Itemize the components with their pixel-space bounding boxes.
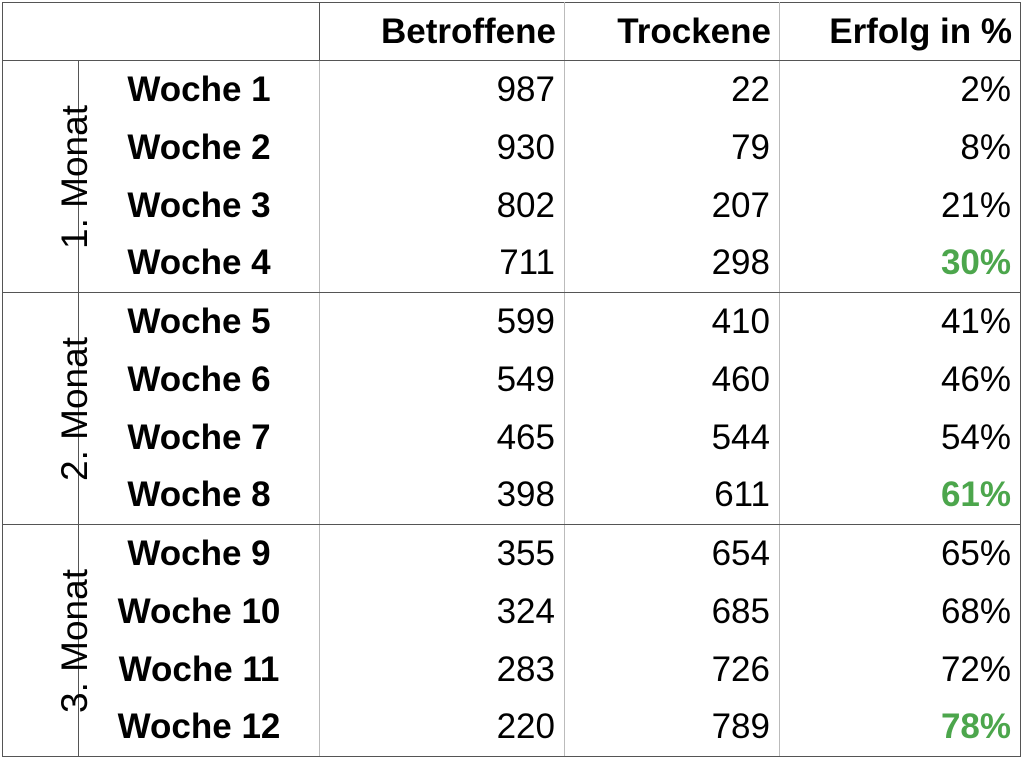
affected-value: 398	[319, 466, 565, 525]
success-value: 46%	[779, 350, 1021, 409]
affected-value: 324	[319, 582, 565, 641]
table-row: 2. Monat Woche 5 599 410 41%	[2, 292, 1021, 525]
affected-value: 220	[319, 698, 565, 757]
table-row: Woche 2 930 79 8%	[3, 118, 1021, 177]
success-value: 72%	[779, 640, 1021, 699]
table-body: 1. Monat Woche 1 987 22 2% Woche 2 930 7…	[2, 60, 1021, 757]
header-corner	[2, 2, 320, 61]
week-label: Woche 8	[78, 466, 320, 525]
header-success: Erfolg in %	[779, 2, 1021, 61]
dry-value: 79	[564, 118, 780, 177]
table-row: Woche 6 549 460 46%	[3, 350, 1021, 409]
success-value: 2%	[779, 60, 1021, 119]
success-value: 65%	[779, 524, 1021, 583]
affected-value: 802	[319, 176, 565, 235]
month-cell: 3. Monat	[2, 524, 95, 757]
header-row: Betroffene Trockene Erfolg in %	[2, 2, 1021, 61]
week-label: Woche 2	[78, 118, 320, 177]
table-row: Woche 10 324 685 68%	[3, 582, 1021, 641]
table-row: 1. Monat Woche 1 987 22 2%	[2, 60, 1021, 293]
month-cell: 1. Monat	[2, 60, 95, 293]
dry-value: 654	[564, 524, 780, 583]
dry-value: 685	[564, 582, 780, 641]
week-label: Woche 12	[78, 698, 320, 757]
success-value: 54%	[779, 408, 1021, 467]
success-value: 41%	[779, 292, 1021, 351]
table-row: Woche 11 283 726 72%	[3, 640, 1021, 699]
affected-value: 599	[319, 292, 565, 351]
success-value: 8%	[779, 118, 1021, 177]
header-affected: Betroffene	[319, 2, 565, 61]
dry-value: 611	[564, 466, 780, 525]
affected-value: 355	[319, 524, 565, 583]
affected-value: 465	[319, 408, 565, 467]
week-label: Woche 10	[78, 582, 320, 641]
week-label: Woche 5	[78, 292, 320, 351]
week-label: Woche 1	[78, 60, 320, 119]
dry-value: 726	[564, 640, 780, 699]
dry-value: 298	[564, 234, 780, 293]
header-dry: Trockene	[564, 2, 780, 61]
dry-value: 460	[564, 350, 780, 409]
dry-value: 207	[564, 176, 780, 235]
table-row: Woche 4 711 298 30%	[3, 234, 1021, 293]
month-label: 2. Monat	[53, 336, 95, 481]
affected-value: 987	[319, 60, 565, 119]
month-label: 1. Monat	[53, 104, 95, 249]
table-row: Woche 8 398 611 61%	[3, 466, 1021, 525]
success-value: 68%	[779, 582, 1021, 641]
dry-value: 22	[564, 60, 780, 119]
week-label: Woche 11	[78, 640, 320, 699]
week-label: Woche 3	[78, 176, 320, 235]
week-label: Woche 9	[78, 524, 320, 583]
affected-value: 711	[319, 234, 565, 293]
affected-value: 283	[319, 640, 565, 699]
month-label: 3. Monat	[53, 568, 95, 713]
week-label: Woche 4	[78, 234, 320, 293]
week-label: Woche 7	[78, 408, 320, 467]
success-value: 78%	[779, 698, 1021, 757]
table-row: Woche 3 802 207 21%	[3, 176, 1021, 235]
affected-value: 549	[319, 350, 565, 409]
month-cell: 2. Monat	[2, 292, 95, 525]
dry-value: 544	[564, 408, 780, 467]
table-row: 3. Monat Woche 9 355 654 65%	[2, 524, 1021, 757]
affected-value: 930	[319, 118, 565, 177]
dry-value: 410	[564, 292, 780, 351]
table-row: Woche 12 220 789 78%	[3, 698, 1021, 757]
week-label: Woche 6	[78, 350, 320, 409]
table-row: Woche 7 465 544 54%	[3, 408, 1021, 467]
success-value: 21%	[779, 176, 1021, 235]
dry-value: 789	[564, 698, 780, 757]
success-value: 61%	[779, 466, 1021, 525]
success-value: 30%	[779, 234, 1021, 293]
